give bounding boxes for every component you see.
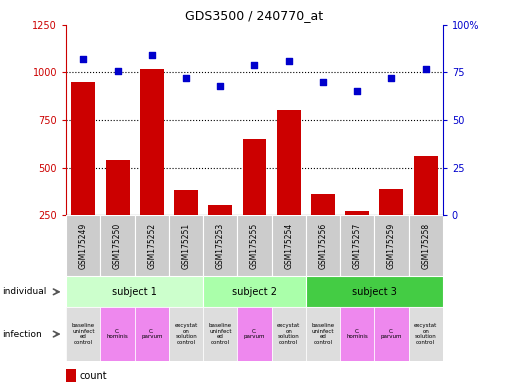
Text: excystat
on
solution
control: excystat on solution control — [175, 323, 197, 345]
Text: C.
hominis: C. hominis — [107, 329, 128, 339]
Point — [250, 62, 259, 68]
Point — [148, 52, 156, 58]
Bar — [374, 215, 409, 276]
Point — [285, 58, 293, 64]
Text: GSM175254: GSM175254 — [284, 223, 293, 269]
Text: GSM175253: GSM175253 — [216, 223, 225, 269]
Bar — [66, 369, 75, 382]
Point — [353, 88, 361, 94]
Bar — [135, 215, 169, 276]
Bar — [306, 307, 340, 361]
Bar — [66, 215, 100, 276]
Bar — [105, 160, 129, 263]
Bar — [306, 276, 443, 307]
Bar — [306, 215, 340, 276]
Bar — [237, 215, 272, 276]
Bar — [242, 139, 267, 263]
Bar — [380, 189, 404, 263]
Text: GSM175255: GSM175255 — [250, 223, 259, 269]
Bar — [272, 215, 306, 276]
Text: subject 2: subject 2 — [232, 287, 277, 297]
Bar — [66, 307, 100, 361]
Bar — [71, 82, 95, 263]
Point — [319, 79, 327, 85]
Text: excystat
on
solution
control: excystat on solution control — [277, 323, 300, 345]
Bar — [208, 205, 232, 263]
Bar — [100, 215, 135, 276]
Text: GSM175251: GSM175251 — [182, 223, 190, 269]
Bar — [169, 215, 203, 276]
Text: individual: individual — [3, 287, 47, 296]
Bar — [277, 111, 301, 263]
Point — [114, 68, 122, 74]
Text: baseline
uninfect
ed
control: baseline uninfect ed control — [209, 323, 232, 345]
Bar — [203, 307, 237, 361]
Text: count: count — [79, 371, 107, 381]
Bar — [345, 211, 369, 263]
Bar — [409, 215, 443, 276]
Bar — [340, 215, 374, 276]
Bar — [237, 307, 272, 361]
Text: excystat
on
solution
control: excystat on solution control — [414, 323, 437, 345]
Bar — [203, 276, 306, 307]
Bar — [100, 307, 135, 361]
Bar — [409, 307, 443, 361]
Point — [216, 83, 224, 89]
Bar — [140, 69, 164, 263]
Bar — [174, 190, 198, 263]
Text: GSM175257: GSM175257 — [353, 223, 362, 269]
Text: GSM175249: GSM175249 — [79, 223, 88, 269]
Bar — [135, 307, 169, 361]
Bar — [340, 307, 374, 361]
Text: baseline
uninfect
ed
control: baseline uninfect ed control — [72, 323, 95, 345]
Title: GDS3500 / 240770_at: GDS3500 / 240770_at — [185, 9, 324, 22]
Point — [182, 75, 190, 81]
Text: baseline
uninfect
ed
control: baseline uninfect ed control — [312, 323, 334, 345]
Text: subject 1: subject 1 — [112, 287, 157, 297]
Text: C.
parvum: C. parvum — [381, 329, 402, 339]
Bar — [169, 307, 203, 361]
Point — [421, 66, 430, 72]
Bar — [272, 307, 306, 361]
Text: C.
parvum: C. parvum — [244, 329, 265, 339]
Point — [79, 56, 88, 62]
Text: C.
hominis: C. hominis — [346, 329, 368, 339]
Text: subject 3: subject 3 — [352, 287, 397, 297]
Bar — [311, 194, 335, 263]
Bar — [414, 156, 438, 263]
Text: GSM175250: GSM175250 — [113, 223, 122, 269]
Text: GSM175259: GSM175259 — [387, 223, 396, 269]
Bar — [374, 307, 409, 361]
Text: GSM175256: GSM175256 — [319, 223, 327, 269]
Point — [387, 75, 395, 81]
Text: infection: infection — [3, 329, 42, 339]
Bar — [66, 276, 203, 307]
Bar — [203, 215, 237, 276]
Text: GSM175252: GSM175252 — [147, 223, 156, 269]
Text: C.
parvum: C. parvum — [141, 329, 162, 339]
Text: GSM175258: GSM175258 — [421, 223, 430, 269]
